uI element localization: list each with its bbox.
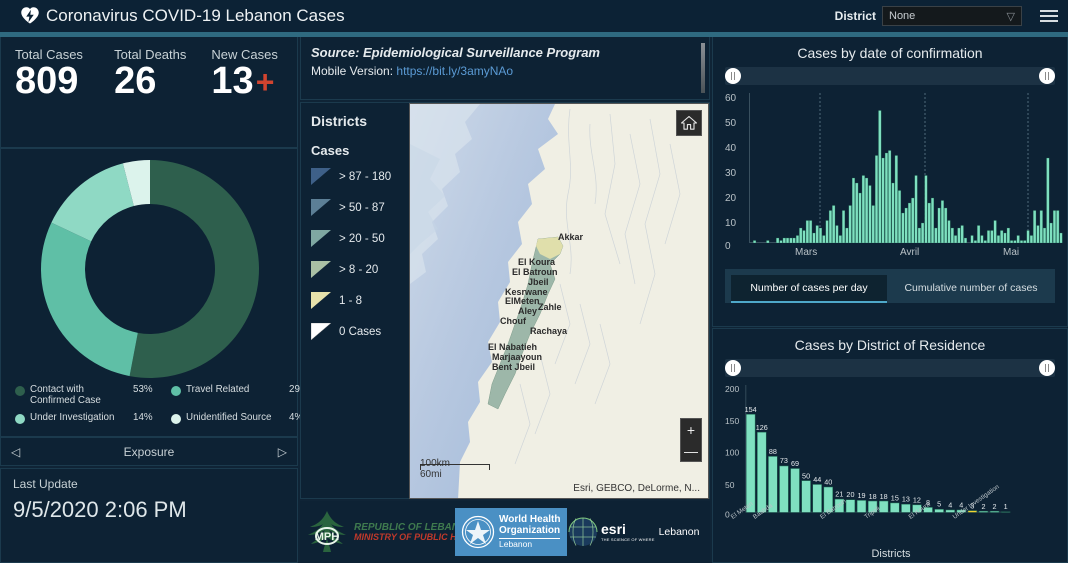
svg-text:MPH: MPH [315,531,340,543]
